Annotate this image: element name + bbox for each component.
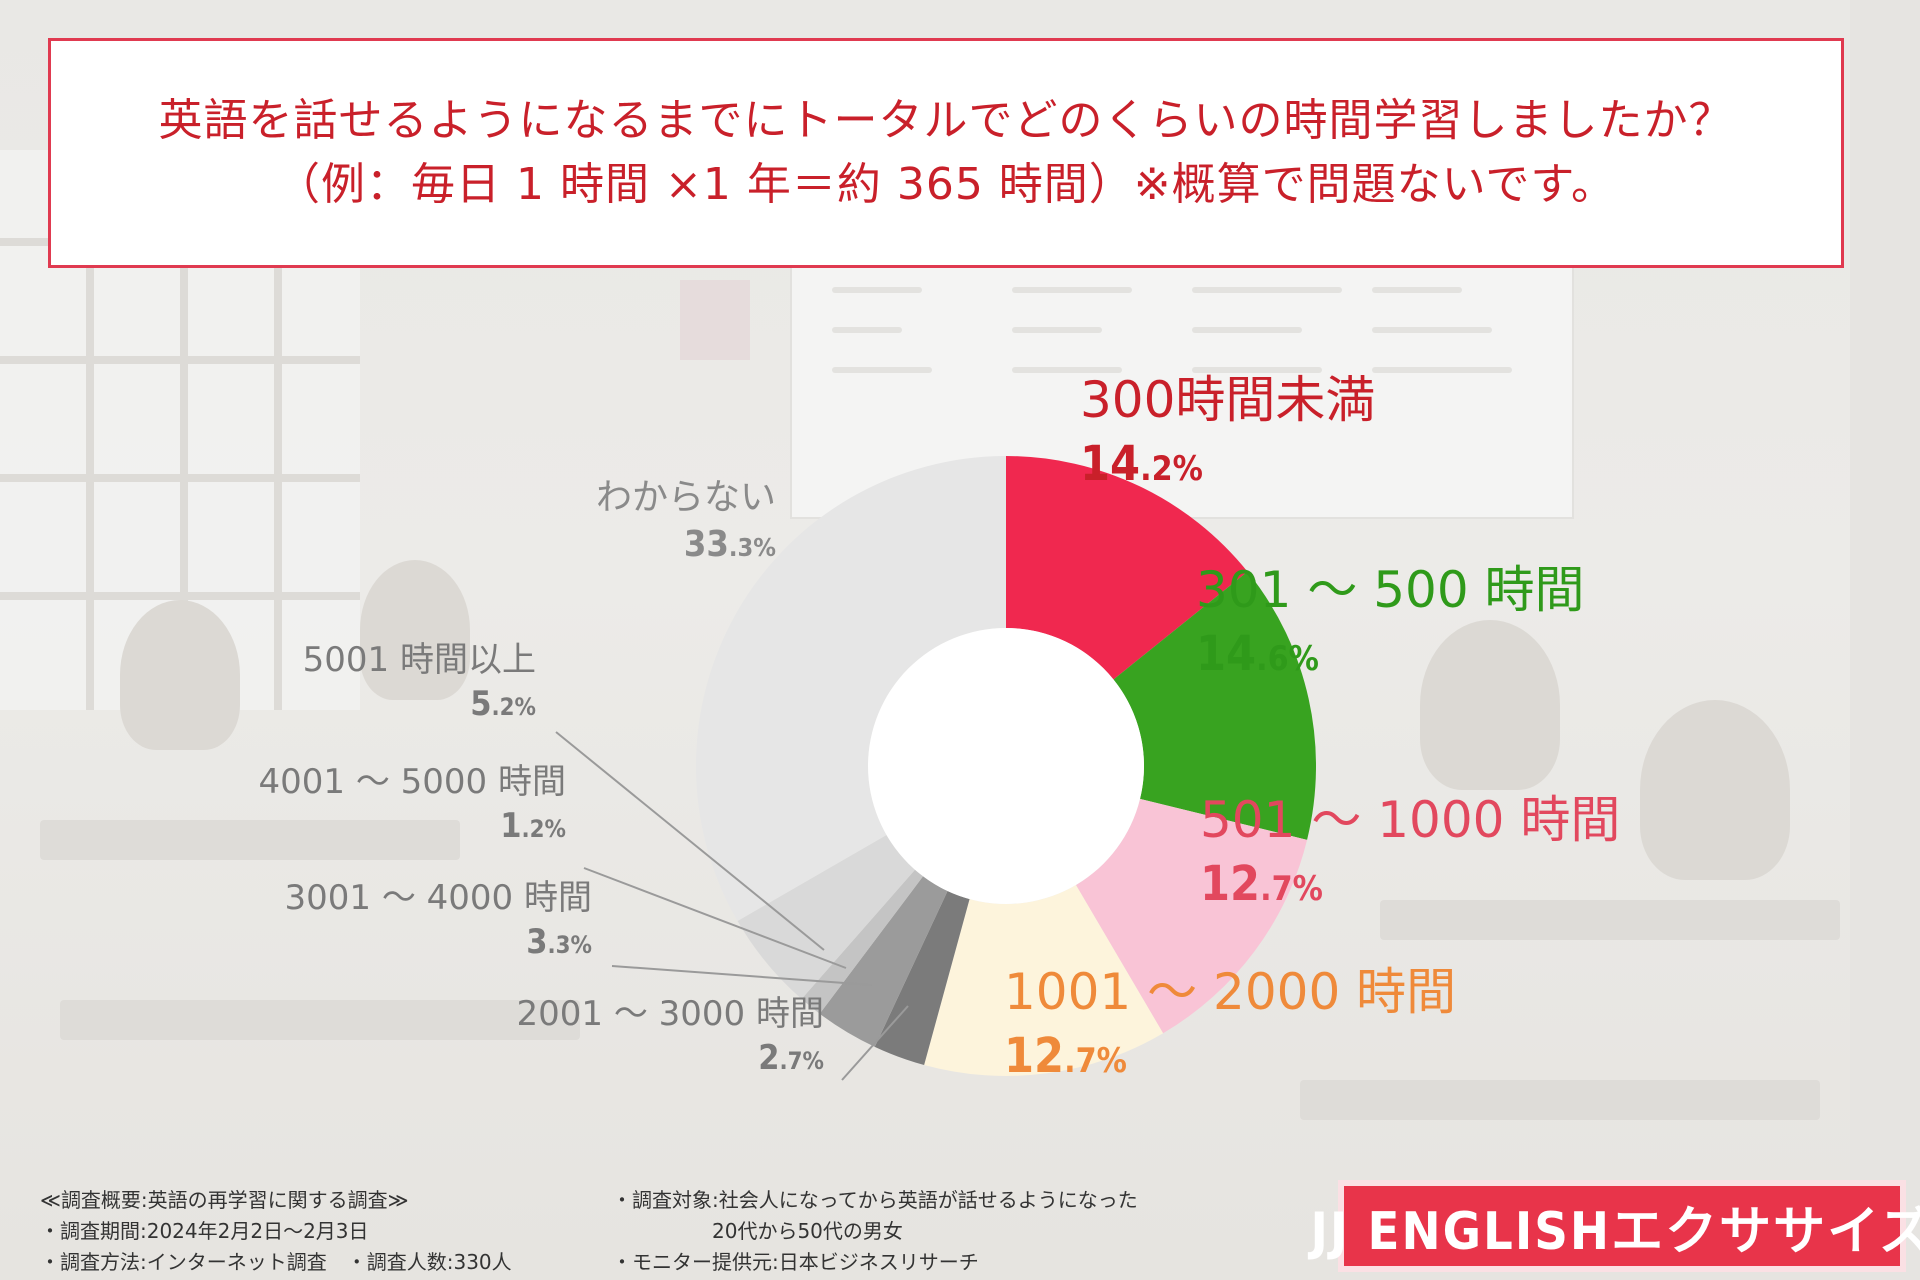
slice-label-name: 301 ～ 500 時間 — [1196, 560, 1585, 619]
slice-label-value: 33.3% — [596, 522, 776, 572]
slice-label: 501 ～ 1000 時間 12.7% — [1200, 788, 1620, 920]
slice-label-value: 1.2% — [259, 804, 566, 851]
leader-line — [611, 965, 873, 986]
value-integer: 12 — [1004, 1027, 1065, 1084]
value-integer: 14 — [1196, 625, 1257, 682]
slice-label: 3001 ～ 4000 時間 3.3% — [285, 876, 592, 967]
value-integer: 33 — [683, 523, 729, 565]
background-student — [1420, 620, 1560, 790]
donut-slice — [1006, 456, 1248, 680]
note-line: ・調査期間:2024年2月2日～2月3日 — [40, 1219, 369, 1243]
slice-label-value: 12.7% — [1004, 1025, 1456, 1092]
slice-label: 4001 ～ 5000 時間 1.2% — [259, 760, 566, 851]
donut-slice — [801, 869, 924, 1014]
value-integer: 14 — [1080, 435, 1141, 492]
slice-label-value: 14.6% — [1196, 623, 1585, 690]
background-wall — [1850, 0, 1920, 1280]
note-line: ・調査対象:社会人になってから英語が話せるようになった — [612, 1188, 1138, 1212]
value-decimal: .7% — [1260, 868, 1323, 908]
slice-label-name: 4001 ～ 5000 時間 — [258, 761, 566, 802]
question-box: 英語を話せるようになるまでにトータルでどのくらいの時間学習しましたか？ （例：毎… — [48, 38, 1844, 268]
donut-hole — [868, 628, 1144, 904]
survey-notes-left: ≪調査概要:英語の再学習に関する調査≫ ・調査期間:2024年2月2日～2月3日… — [40, 1185, 512, 1278]
value-decimal: .7% — [1064, 1040, 1127, 1080]
background-student — [1640, 700, 1790, 880]
leader-line — [583, 867, 847, 969]
donut-slice — [1075, 798, 1308, 1034]
slice-label: 1001 ～ 2000 時間 12.7% — [1004, 960, 1456, 1092]
value-decimal: .2% — [1140, 448, 1203, 488]
slice-label-value: 12.7% — [1200, 853, 1620, 920]
leader-line — [555, 731, 825, 951]
leader-line — [841, 1005, 909, 1081]
donut-slice — [874, 891, 970, 1065]
slice-label-name: 2001 ～ 3000 時間 — [516, 993, 824, 1034]
slice-label: 5001 時間以上 5.2% — [303, 638, 536, 729]
survey-notes-right: ・調査対象:社会人になってから英語が話せるようになった 20代から50代の男女 … — [612, 1185, 1138, 1278]
donut-slice — [924, 884, 1164, 1076]
background-desk — [1380, 900, 1840, 940]
slice-label: 301 ～ 500 時間 14.6% — [1196, 558, 1585, 690]
background-desk — [40, 820, 460, 860]
donut-slice — [695, 456, 1006, 921]
value-decimal: .2% — [491, 692, 536, 721]
value-decimal: .3% — [547, 930, 592, 959]
background-desk — [1300, 1080, 1820, 1120]
value-integer: 12 — [1200, 855, 1261, 912]
slice-label-value: 5.2% — [303, 682, 536, 729]
donut-slice — [1113, 571, 1316, 840]
slice-label-value: 14.2% — [1080, 433, 1375, 500]
brand-logo: JJ ENGLISHエクササイズ — [1310, 1180, 1920, 1272]
slice-label: 2001 ～ 3000 時間 2.7% — [517, 992, 824, 1083]
question-line-1: 英語を話せるようになるまでにトータルでどのくらいの時間学習しましたか？ — [158, 95, 1734, 146]
slice-label-name: わからない — [595, 477, 776, 518]
slice-label-name: 300時間未満 — [1080, 370, 1376, 429]
background-student — [120, 600, 240, 750]
slice-label-name: 5001 時間以上 — [302, 639, 536, 680]
background-desk — [60, 1000, 580, 1040]
value-decimal: .2% — [521, 814, 566, 843]
slice-label: わからない 33.3% — [596, 475, 776, 572]
background-flag — [680, 280, 750, 360]
slice-label-name: 3001 ～ 4000 時間 — [284, 877, 592, 918]
donut-slice — [737, 835, 915, 1000]
value-integer: 5 — [470, 683, 492, 724]
value-decimal: .6% — [1256, 638, 1319, 678]
note-line: ≪調査概要:英語の再学習に関する調査≫ — [40, 1188, 409, 1212]
value-integer: 3 — [526, 921, 548, 962]
value-decimal: .3% — [728, 532, 776, 562]
value-integer: 2 — [758, 1037, 780, 1078]
value-integer: 1 — [500, 805, 522, 846]
note-line: ・モニター提供元:日本ビジネスリサーチ — [612, 1250, 979, 1274]
background-student — [360, 560, 470, 700]
slice-label-value: 3.3% — [285, 920, 592, 967]
donut-slice — [819, 876, 948, 1047]
question-line-2: （例：毎日 1 時間 ×1 年＝約 365 時間）※概算で問題ないです。 — [276, 159, 1616, 210]
value-decimal: .7% — [779, 1046, 824, 1075]
slice-label: 300時間未満 14.2% — [1080, 368, 1375, 500]
note-line: 20代から50代の男女 — [612, 1219, 903, 1243]
slice-label-name: 1001 ～ 2000 時間 — [1004, 962, 1457, 1021]
note-line: ・調査方法:インターネット調査 ・調査人数:330人 — [40, 1250, 512, 1274]
slice-label-name: 501 ～ 1000 時間 — [1200, 790, 1621, 849]
slice-label-value: 2.7% — [517, 1036, 824, 1083]
